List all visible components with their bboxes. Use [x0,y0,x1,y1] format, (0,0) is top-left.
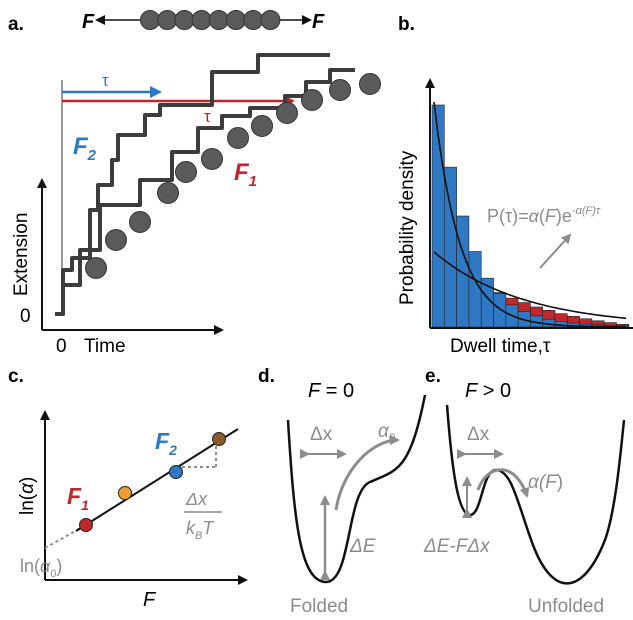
slope-denominator: kBT [186,518,215,542]
panel-e: e. F > 0 Δx α(F) ΔE-FΔx Unfolded [423,366,626,617]
bead-chain [140,10,281,30]
panel-c: c. ln(α) F F1 F2 Δx kBT ln(α0) [8,366,248,611]
d-alpha0-label: α0 [378,421,396,445]
slope-numerator: Δx [185,489,208,509]
d-de-label: ΔE [349,536,376,557]
chain-bead [243,10,264,30]
data-point-f1 [79,518,93,532]
trace-beads [85,73,381,279]
chain-bead [208,10,229,30]
panel-d: d. F = 0 Δx ΔE α0 Folded [258,366,427,617]
chain-bead [174,10,195,30]
panel-a: a. F F Extension Time 0 0 τ τ F2 F1 [8,10,381,357]
chain-bead [191,10,212,30]
extension-zero: 0 [20,306,31,327]
chain-bead [157,10,178,30]
data-point-brown [212,432,226,446]
distribution-formula: P(τ)=α(F)e-α(F)τ [487,205,601,226]
fit-line [75,428,239,532]
data-point-f2 [169,465,183,479]
e-dx-label: Δx [467,424,490,445]
formula-pointer-arrow [539,233,572,269]
d-dx-label: Δx [310,424,333,445]
force-left-label: F [82,11,95,33]
unfolded-bead [276,102,298,124]
chain-bead [260,10,281,30]
force-axis-label: F [143,589,157,611]
f1-label: F1 [234,159,257,190]
time-label: Time [84,336,126,357]
panel-b-label: b. [398,14,415,35]
unfolded-bead [359,73,381,95]
panel-b: b. Probability density Dwell time,τ P(τ)… [397,14,633,357]
c-f1-label: F1 [67,483,89,513]
hist-bar-blue [468,251,482,328]
time-zero: 0 [56,336,67,357]
unfolded-bead [227,127,249,149]
ln-alpha-label: ln(α) [17,477,38,515]
tau-f1-label: τ [204,107,211,126]
data-point-orange [118,486,132,500]
c-f2-label: F2 [155,428,177,458]
unfolded-bead [201,148,223,170]
unfolded-label: Unfolded [528,596,604,617]
unfolded-bead [301,89,323,111]
extension-label: Extension [11,213,32,296]
unfolded-bead [85,257,107,279]
unfolded-bead [157,182,179,204]
e-barrier-label: ΔE-FΔx [423,536,491,557]
hist-bar-blue [443,166,457,328]
e-alphaf-label: α(F) [528,472,563,493]
hist-bar-blue [493,293,507,328]
hist-bar-blue [456,215,470,328]
panel-c-label: c. [8,366,24,387]
extrapolation-dotted-line [44,524,87,549]
unfolded-bead [105,229,127,251]
e-alphaf-arrow [476,468,530,498]
chain-bead [226,10,246,30]
chain-bead [140,10,160,30]
trace-f2 [55,53,330,316]
folded-label: Folded [290,596,348,617]
histogram-bars [431,104,630,328]
unfolded-bead [129,211,151,233]
f2-label: F2 [73,133,97,164]
panel-d-label: d. [258,366,275,387]
energy-landscape-f0 [286,394,427,584]
unfolded-bead [329,79,351,101]
intercept-label: ln(α0) [20,556,62,580]
probability-density-label: Probability density [397,150,418,305]
d-title: F = 0 [308,380,354,402]
d-alpha0-arrow [334,435,400,511]
dwell-time-label: Dwell time,τ [450,336,551,357]
tau-f2-label: τ [102,71,109,90]
exponential-fit-curve [433,101,627,328]
unfolded-bead [251,115,273,137]
panel-e-label: e. [425,366,441,387]
e-title: F > 0 [465,380,511,402]
panel-a-label: a. [8,14,24,35]
unfolded-bead [175,161,197,183]
force-right-label: F [312,11,325,33]
